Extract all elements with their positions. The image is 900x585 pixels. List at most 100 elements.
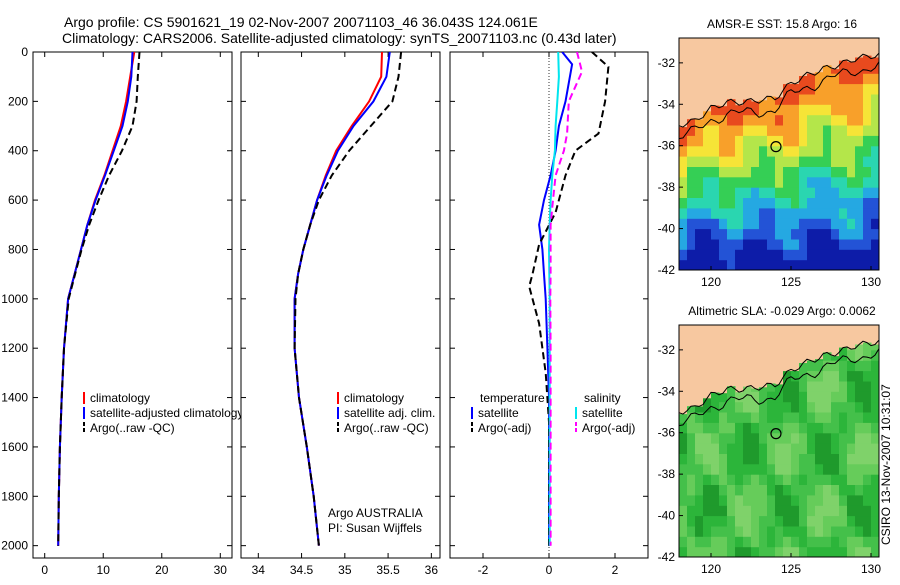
ocean-cell: [695, 176, 704, 188]
ocean-cell: [807, 218, 816, 230]
ocean-cell: [767, 494, 776, 506]
map-title: Altimetric SLA: -0.029 Argo: 0.0062: [688, 304, 876, 318]
ocean-cell: [863, 145, 872, 157]
ocean-cell: [839, 525, 848, 537]
x-tick-label: 120: [701, 275, 721, 289]
coastline: [678, 52, 880, 128]
ocean-cell: [767, 197, 776, 209]
y-tick-label: 1600: [1, 440, 28, 454]
ocean-cell: [703, 453, 712, 465]
ocean-cell: [871, 380, 880, 392]
ocean-cell: [743, 432, 752, 444]
ocean-cell: [815, 505, 824, 517]
ocean-cell: [711, 145, 720, 157]
x-tick-label: 0: [41, 563, 48, 577]
ocean-cell: [775, 104, 784, 116]
ocean-cell: [815, 187, 824, 198]
ocean-cell: [703, 259, 712, 271]
ocean-cell: [767, 135, 776, 147]
y-tick-label: -34: [658, 384, 676, 398]
ocean-cell: [831, 218, 840, 230]
series-line-salinity-argo-adj-: [549, 52, 584, 546]
ocean-cell: [791, 166, 800, 178]
ocean-cell: [839, 370, 848, 382]
ocean-cell: [751, 401, 760, 413]
ocean-cell: [751, 484, 760, 496]
ocean-cell: [783, 259, 792, 271]
ocean-cell: [727, 474, 736, 485]
ocean-cell: [807, 125, 816, 136]
ocean-cell: [775, 135, 784, 147]
ocean-cell: [847, 349, 856, 351]
ocean-cell: [855, 83, 864, 95]
ocean-cell: [703, 111, 712, 116]
ocean-cell: [807, 412, 816, 423]
ocean-cell: [863, 249, 872, 261]
ocean-cell: [863, 505, 872, 517]
ocean-cell: [679, 525, 688, 537]
ocean-cell: [855, 114, 864, 126]
x-tick-label: 10: [97, 563, 111, 577]
ocean-cell: [807, 380, 816, 392]
ocean-cell: [775, 525, 784, 537]
ocean-cell: [807, 135, 816, 147]
ocean-cell: [799, 401, 808, 413]
ocean-cell: [775, 391, 784, 403]
ocean-cell: [695, 432, 704, 444]
ocean-cell: [791, 187, 800, 198]
ocean-cell: [719, 145, 728, 157]
ocean-cell: [735, 135, 744, 147]
ocean-cell: [863, 104, 872, 116]
ocean-cell: [687, 536, 696, 548]
ocean-cell: [735, 228, 744, 240]
ocean-cell: [679, 422, 688, 434]
ocean-cell: [751, 166, 760, 178]
ocean-cell: [719, 187, 728, 198]
ocean-cell: [711, 463, 720, 475]
ocean-cell: [855, 57, 864, 64]
ocean-cell: [839, 176, 848, 188]
ocean-cell: [807, 453, 816, 465]
ocean-cell: [823, 525, 832, 537]
ocean-cell: [871, 104, 880, 116]
ocean-cell: [695, 453, 704, 465]
ocean-cell: [743, 484, 752, 496]
ocean-cell: [703, 228, 712, 240]
ocean-cell: [695, 463, 704, 475]
ocean-cell: [775, 463, 784, 475]
ocean-cell: [767, 114, 776, 126]
ocean-cell: [719, 197, 728, 209]
ocean-cell: [767, 187, 776, 198]
ocean-cell: [807, 391, 816, 403]
ocean-cell: [815, 218, 824, 230]
ocean-cell: [831, 166, 840, 178]
x-tick-label: -2: [478, 563, 489, 577]
ocean-cell: [815, 238, 824, 250]
legend-entry: satellite-adjusted climatology: [90, 406, 243, 420]
ocean-cell: [807, 93, 816, 105]
ocean-cell: [831, 443, 840, 454]
ocean-cell: [759, 228, 768, 240]
ocean-cell: [855, 432, 864, 444]
ocean-cell: [823, 73, 832, 85]
legend-entry: climatology: [344, 391, 404, 405]
x-tick-label: 120: [701, 562, 721, 576]
ocean-cell: [711, 166, 720, 178]
ocean-cell: [855, 259, 864, 271]
ocean-cell: [703, 432, 712, 444]
ocean-cell: [711, 453, 720, 465]
ocean-cell: [775, 207, 784, 219]
ocean-cell: [847, 463, 856, 475]
y-tick-label: -36: [658, 139, 676, 153]
ocean-cell: [735, 505, 744, 517]
ocean-cell: [783, 546, 792, 558]
ocean-cell: [743, 259, 752, 271]
ocean-cell: [759, 156, 768, 167]
ocean-cell: [751, 505, 760, 517]
ocean-cell: [863, 453, 872, 465]
ocean-cell: [823, 125, 832, 136]
ocean-cell: [751, 228, 760, 240]
annotation-text: Argo AUSTRALIA: [328, 506, 423, 520]
ocean-cell: [839, 228, 848, 240]
ocean-cell: [775, 453, 784, 465]
